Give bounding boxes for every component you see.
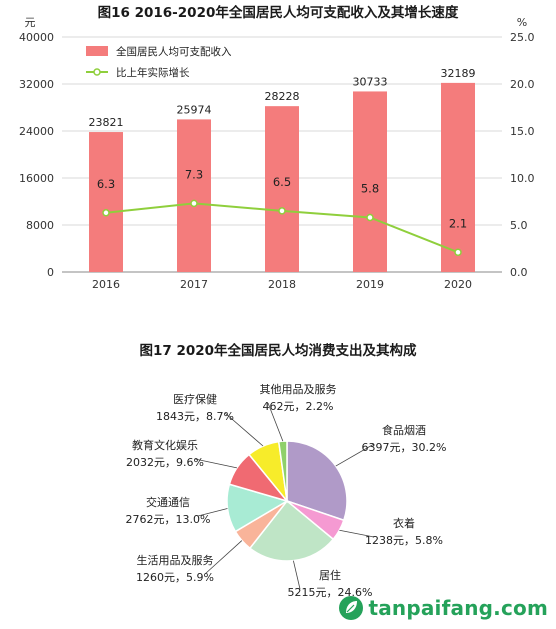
y-left-tick-label: 0 — [47, 266, 54, 279]
pie-leader-line — [293, 560, 301, 590]
legend-line-label: 比上年实际增长 — [116, 66, 190, 79]
growth-point — [366, 213, 374, 222]
bar-value-label: 25974 — [177, 103, 212, 116]
pie-slice-value: 462元，2.2% — [263, 400, 334, 413]
growth-point — [102, 209, 110, 217]
pie-slice-value: 2762元，13.0% — [126, 513, 211, 526]
y-right-tick-label: 20.0 — [510, 78, 535, 91]
y-left-tick-label: 32000 — [19, 78, 54, 91]
y-right-tick-label: 10.0 — [510, 172, 535, 185]
chart2-title: 图17 2020年全国居民人均消费支出及其构成 — [139, 342, 417, 359]
pie-slice-value: 5215元，24.6% — [288, 586, 373, 599]
consumption-pie-chart: 图17 2020年全国居民人均消费支出及其构成 食品烟酒 6397元，30.2% 衣… — [126, 342, 447, 599]
income-bar — [353, 91, 387, 272]
leaf-logo-icon — [339, 596, 364, 620]
bar-value-label: 32189 — [441, 67, 476, 80]
pie-slice-value: 6397元，30.2% — [362, 441, 447, 454]
growth-value-label: 5.8 — [361, 181, 379, 195]
growth-value-label: 6.5 — [273, 175, 291, 189]
growth-value-label: 2.1 — [449, 216, 467, 230]
legend-line-marker — [93, 68, 101, 76]
pie-slice-name: 交通通信 — [146, 495, 190, 509]
pie-slice-name: 衣着 — [393, 516, 415, 530]
y-left-tick-label: 40000 — [19, 31, 54, 44]
income-bar — [89, 132, 123, 272]
pie-slice-name: 生活用品及服务 — [137, 553, 214, 567]
y-left-tick-label: 24000 — [19, 125, 54, 138]
y-right-tick-label: 25.0 — [510, 31, 535, 44]
pie-slice-name: 居住 — [319, 568, 341, 582]
pie-slice-name: 食品烟酒 — [382, 423, 426, 437]
growth-value-label: 6.3 — [97, 177, 115, 191]
pie-leader-line — [197, 508, 228, 517]
growth-point — [454, 248, 462, 257]
y-left-tick-label: 8000 — [26, 219, 54, 232]
x-tick-label: 2020 — [444, 278, 472, 291]
pie-slice-value: 1238元，5.8% — [365, 534, 443, 547]
growth-point — [278, 207, 286, 215]
bar-value-label: 30733 — [353, 75, 388, 88]
legend-bar-swatch — [86, 46, 108, 56]
pie-slice-value: 1260元，5.9% — [136, 571, 214, 584]
pie-leader-line — [339, 529, 375, 538]
pie-leader-line — [335, 443, 375, 467]
y-right-tick-label: 5.0 — [510, 219, 528, 232]
y-left-tick-label: 16000 — [19, 172, 54, 185]
left-axis-unit: 元 — [25, 16, 36, 29]
chart1-legend: 全国居民人均可支配收入 比上年实际增长 — [86, 45, 232, 79]
y-right-tick-label: 15.0 — [510, 125, 535, 138]
pie-slice-name: 医疗保健 — [173, 392, 217, 406]
pie-slice-name: 其他用品及服务 — [260, 383, 337, 396]
y-right-tick-label: 0.0 — [510, 266, 528, 279]
income-bar — [177, 119, 211, 273]
x-tick-label: 2018 — [268, 278, 296, 291]
chart1-title: 图16 2016-2020年全国居民人均可支配收入及其增长速度 — [98, 4, 459, 21]
pie-leader-line — [204, 540, 243, 575]
right-axis-unit: % — [517, 16, 527, 29]
income-chart: 图16 2016-2020年全国居民人均可支配收入及其增长速度 元 % 2382… — [19, 4, 535, 291]
legend-bar-label: 全国居民人均可支配收入 — [116, 45, 232, 58]
pie-slice-value: 1843元，8.7% — [156, 410, 234, 423]
bar-value-label: 28228 — [265, 90, 300, 103]
growth-point — [190, 199, 198, 208]
x-tick-label: 2017 — [180, 278, 208, 291]
pie-leader-line — [194, 458, 238, 469]
income-bar — [265, 106, 299, 273]
pie-slice-name: 教育文化娱乐 — [132, 438, 198, 452]
pie-slice — [248, 499, 335, 562]
x-tick-label: 2016 — [92, 278, 120, 291]
watermark: tanpaifang.com — [338, 593, 548, 623]
pie-leader-line — [224, 412, 264, 447]
bar-value-label: 23821 — [89, 116, 124, 129]
pie-slice-value: 2032元，9.6% — [126, 456, 204, 469]
income-bar — [441, 82, 475, 273]
growth-value-label: 7.3 — [185, 167, 203, 181]
x-tick-label: 2019 — [356, 278, 384, 291]
pie-leader-line — [267, 402, 284, 442]
watermark-text: tanpaifang.com — [368, 596, 548, 620]
